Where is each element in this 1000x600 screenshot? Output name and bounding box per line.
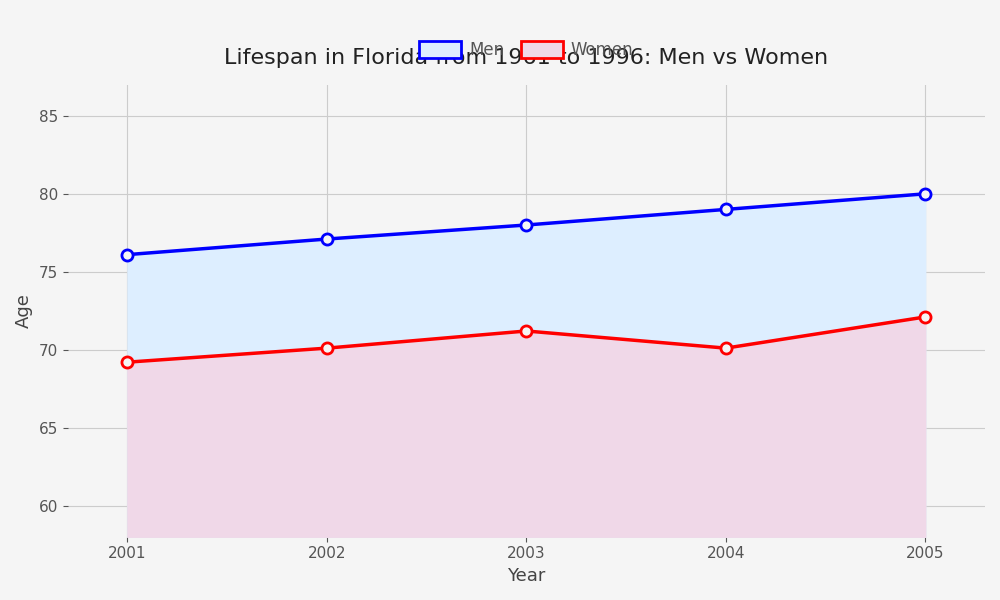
Title: Lifespan in Florida from 1961 to 1996: Men vs Women: Lifespan in Florida from 1961 to 1996: M…: [224, 48, 828, 68]
Y-axis label: Age: Age: [15, 293, 33, 328]
Legend: Men, Women: Men, Women: [412, 34, 640, 66]
X-axis label: Year: Year: [507, 567, 546, 585]
